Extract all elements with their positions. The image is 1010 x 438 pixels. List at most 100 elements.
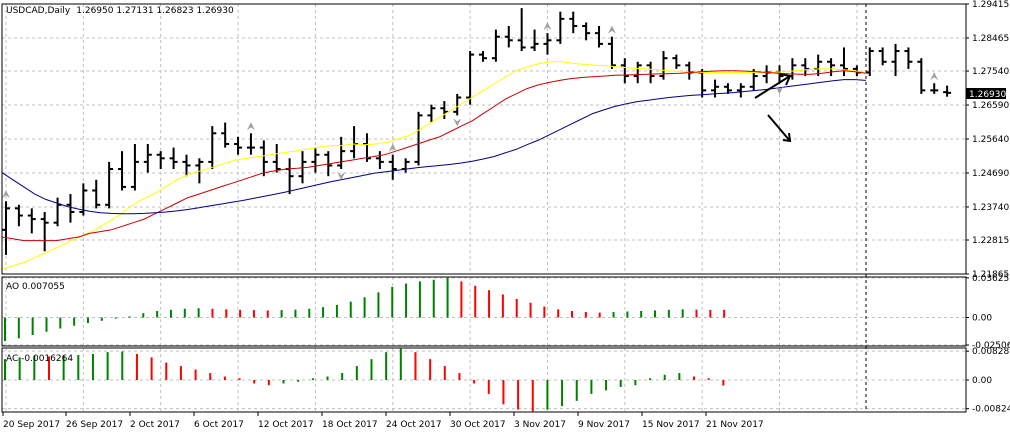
y-tick-label: -0.008246 <box>972 405 1010 415</box>
ohlc-bar <box>620 58 629 84</box>
ohlc-bar <box>646 61 655 84</box>
x-tick-label: 15 Nov 2017 <box>642 420 700 430</box>
ma-blue-line <box>1 79 867 215</box>
ohlc-bar <box>736 83 745 98</box>
y-tick-label: 1.22815 <box>972 236 1009 246</box>
fractal-up-icon <box>543 22 552 31</box>
ohlc-bar <box>246 133 255 155</box>
y-tick-label: 1.25640 <box>972 135 1009 145</box>
x-tick-label: 24 Oct 2017 <box>386 420 442 430</box>
x-tick-label: 26 Sep 2017 <box>66 420 123 430</box>
y-tick-label: 1.29415 <box>972 0 1009 10</box>
ohlc-bar <box>285 158 294 195</box>
ohlc-bar <box>388 154 397 180</box>
ohlc-bar <box>479 51 487 62</box>
y-tick-label: 1.21865 <box>972 270 1009 280</box>
ohlc-bar <box>234 136 243 155</box>
ohlc-bar <box>891 43 900 77</box>
x-tick-label: 12 Oct 2017 <box>258 420 314 430</box>
ohlc-bar <box>427 104 436 123</box>
ohlc-bar <box>169 147 178 170</box>
ohlc-bar <box>827 58 836 77</box>
moving-averages <box>1 61 867 270</box>
ohlc-bar <box>904 47 913 69</box>
ma-red-line <box>1 70 867 242</box>
x-tick-label: 30 Oct 2017 <box>450 420 506 430</box>
fractal-up-icon <box>388 143 397 152</box>
fractal-down-icon <box>453 118 462 127</box>
fractal-up-icon <box>2 190 10 199</box>
ohlc-bar <box>337 136 346 170</box>
fractal-up-icon <box>607 25 616 34</box>
ohlc-bar <box>504 25 513 48</box>
panel-frame-ao <box>1 276 967 347</box>
y-tick-label: 0.00 <box>972 314 992 324</box>
y-tick-label: 1.28465 <box>972 34 1009 44</box>
ohlc-bar <box>440 101 449 119</box>
x-tick-label: 21 Nov 2017 <box>706 420 764 430</box>
ohlc-bar <box>92 179 101 209</box>
ohlc-bar <box>40 211 49 252</box>
ao-histogram <box>4 277 726 342</box>
ohlc-bar <box>130 144 139 191</box>
ohlc-bar <box>839 47 848 77</box>
ac-histogram <box>4 348 725 412</box>
ohlc-bar <box>517 8 526 52</box>
ao-title: AO 0.007055 <box>6 282 65 292</box>
ohlc-bar <box>298 151 307 184</box>
down-arrow-icon <box>767 114 791 142</box>
ohlc-bar <box>375 151 384 170</box>
up-arrow-icon <box>754 75 791 99</box>
ohlc-bar <box>182 154 191 177</box>
ohlc-bar <box>530 29 539 52</box>
y-axis: 1.29415 1.28465 1.27540 1.26590 1.25640 1.246… <box>966 0 1010 415</box>
ohlc-bar <box>607 36 616 69</box>
ohlc-bar <box>943 85 952 97</box>
ohlc-bar <box>698 68 707 98</box>
ohlc-bar <box>105 161 114 209</box>
ohlc-bar <box>362 133 371 162</box>
ohlc-bar <box>118 151 127 191</box>
ohlc-bar <box>350 126 359 159</box>
ohlc-bar <box>930 83 939 94</box>
fractal-down-icon <box>775 86 784 95</box>
y-tick-label: -0.025062 <box>972 341 1010 351</box>
x-tick-label: 3 Nov 2017 <box>514 420 566 430</box>
ma-yellow-line <box>1 61 867 270</box>
panel-labels: USDCAD,Daily 1.26950 1.27131 1.26823 1.26… <box>6 6 234 364</box>
ohlc-bar <box>272 144 281 173</box>
ohlc-bar <box>569 11 578 34</box>
x-tick-label: 2 Oct 2017 <box>130 420 180 430</box>
x-tick-label: 6 Oct 2017 <box>194 420 244 430</box>
ohlc-bar <box>801 58 810 77</box>
current-price-label: 1.26930 <box>969 90 1006 100</box>
ohlc-bar <box>143 144 152 173</box>
ohlc-bar <box>453 93 462 116</box>
y-tick-label: 0.008286 <box>972 347 1010 357</box>
ohlc-bar <box>878 47 887 66</box>
current-price-tag: 1.26930 <box>966 88 1006 100</box>
y-tick-label: 0.00 <box>972 376 992 386</box>
ohlc-bar <box>14 204 23 227</box>
ohlc-bar <box>723 83 732 94</box>
ohlc-bar <box>672 54 681 69</box>
x-tick-label: 20 Sep 2017 <box>3 420 60 430</box>
ohlc-bar <box>659 51 668 80</box>
ohlc-bar <box>66 194 75 223</box>
fractal-down-icon <box>337 172 346 181</box>
ohlc-bar <box>491 29 500 62</box>
ohlc-bar <box>762 65 771 84</box>
y-tick-label: 1.27540 <box>972 67 1009 77</box>
x-axis: 20 Sep 2017 26 Sep 2017 2 Oct 2017 6 Oct 20… <box>2 412 764 430</box>
down-arrow-head <box>782 132 792 143</box>
y-tick-label: 0.036255 <box>972 274 1010 284</box>
ohlc-bar <box>221 122 230 148</box>
ohlc-bar <box>414 111 423 166</box>
chart-title: USDCAD,Daily 1.26950 1.27131 1.26823 1.26… <box>6 6 234 16</box>
ohlc-bar <box>917 58 926 94</box>
ohlc-bar <box>711 79 720 98</box>
ohlc-bar <box>2 201 10 255</box>
price-bars <box>2 8 952 255</box>
